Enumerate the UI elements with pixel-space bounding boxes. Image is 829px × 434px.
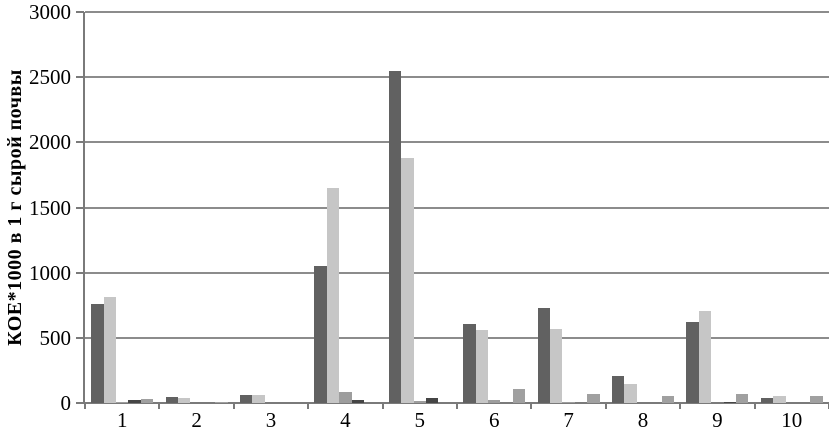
bar-series-2-light-gray-cat-9 — [698, 311, 712, 403]
y-axis-tick — [76, 336, 84, 339]
bar-series-2-light-gray-cat-4 — [326, 187, 340, 403]
bar-series-5-gray-cat-8 — [661, 395, 674, 403]
bar-series-5-gray-cat-6 — [512, 389, 526, 403]
x-axis-tick — [679, 404, 682, 409]
x-tick-label-9: 9 — [712, 408, 723, 432]
x-axis-tick — [84, 404, 86, 409]
y-tick-label-500: 500 — [39, 325, 72, 350]
bar-series-4-darkest-gray-cat-1 — [128, 400, 141, 403]
bar-series-1-dark-gray-cat-10 — [760, 397, 774, 403]
x-tick-label-5: 5 — [414, 408, 426, 432]
bar-series-2-light-gray-cat-8 — [624, 384, 637, 403]
bar-series-4-darkest-gray-cat-9 — [723, 401, 736, 403]
x-tick-label-6: 6 — [488, 408, 500, 432]
bar-series-5-gray-cat-2 — [215, 401, 228, 403]
y-axis-tick — [76, 402, 84, 404]
bar-series-1-dark-gray-cat-7 — [537, 307, 550, 403]
x-axis-tick — [158, 404, 161, 409]
bar-series-2-light-gray-cat-6 — [475, 330, 488, 403]
y-tick-label-2000: 2000 — [29, 130, 71, 155]
bar-series-5-gray-cat-7 — [587, 393, 600, 403]
x-tick-label-1: 1 — [116, 408, 128, 432]
bar-series-5-gray-cat-10 — [810, 396, 823, 403]
bar-series-2-light-gray-cat-2 — [178, 397, 191, 403]
bar-series-1-dark-gray-cat-1 — [91, 303, 104, 403]
gridline-2500 — [85, 76, 829, 79]
bar-series-5-gray-cat-1 — [140, 399, 154, 403]
x-tick-label-7: 7 — [563, 408, 574, 432]
bar-series-2-light-gray-cat-7 — [550, 329, 563, 403]
gridline-1000 — [85, 271, 829, 274]
bar-series-3-medium-gray-cat-1 — [116, 401, 129, 403]
x-axis-tick — [232, 404, 235, 409]
bar-series-1-dark-gray-cat-4 — [314, 266, 327, 403]
gridline-500 — [85, 336, 829, 339]
y-tick-label-0: 0 — [60, 391, 72, 415]
x-axis-line — [83, 402, 829, 404]
y-axis-tick — [76, 141, 84, 144]
x-tick-label-10: 10 — [781, 408, 803, 432]
x-tick-label-8: 8 — [637, 408, 649, 432]
bar-series-4-darkest-gray-cat-5 — [426, 398, 439, 403]
bar-series-2-light-gray-cat-5 — [401, 157, 414, 403]
plot-area — [76, 11, 829, 409]
y-tick-label-1500: 1500 — [29, 195, 71, 220]
x-axis-tick — [530, 404, 533, 409]
x-axis-tick — [307, 404, 310, 409]
bar-series-3-medium-gray-cat-4 — [339, 391, 352, 403]
gridline-1500 — [85, 206, 829, 209]
bar-series-3-medium-gray-cat-5 — [413, 401, 426, 403]
y-axis-tick — [76, 206, 84, 209]
x-tick-label-3: 3 — [265, 408, 277, 432]
gridline-2000 — [85, 141, 829, 144]
y-tick-label-2500: 2500 — [29, 65, 71, 90]
x-axis-tick — [381, 404, 384, 409]
bar-series-1-dark-gray-cat-5 — [388, 70, 402, 403]
bar-series-3-medium-gray-cat-7 — [562, 401, 575, 403]
bar-series-4-darkest-gray-cat-4 — [351, 400, 364, 403]
x-axis-tick — [456, 404, 458, 409]
y-tick-label-3000: 3000 — [29, 0, 71, 24]
bar-series-3-medium-gray-cat-6 — [488, 400, 501, 403]
bar-series-1-dark-gray-cat-3 — [240, 394, 253, 403]
bar-series-2-light-gray-cat-10 — [773, 396, 786, 403]
bar-series-2-light-gray-cat-3 — [252, 395, 265, 403]
x-axis-tick — [604, 404, 607, 409]
y-tick-label-1000: 1000 — [29, 260, 71, 285]
gridline-3000 — [85, 11, 829, 13]
y-axis-line — [83, 12, 85, 403]
x-axis-tick — [753, 404, 756, 409]
bar-series-1-dark-gray-cat-8 — [612, 376, 625, 403]
y-axis-tick — [76, 76, 84, 79]
x-tick-label-2: 2 — [191, 408, 202, 432]
y-axis-tick — [76, 271, 84, 274]
bar-series-5-gray-cat-9 — [736, 393, 749, 403]
bar-series-1-dark-gray-cat-9 — [686, 322, 699, 403]
bar-series-1-dark-gray-cat-2 — [165, 397, 178, 403]
x-tick-label-4: 4 — [340, 408, 351, 432]
y-axis-tick — [76, 11, 84, 13]
bar-series-1-dark-gray-cat-6 — [463, 323, 476, 403]
bar-series-2-light-gray-cat-1 — [103, 297, 116, 403]
